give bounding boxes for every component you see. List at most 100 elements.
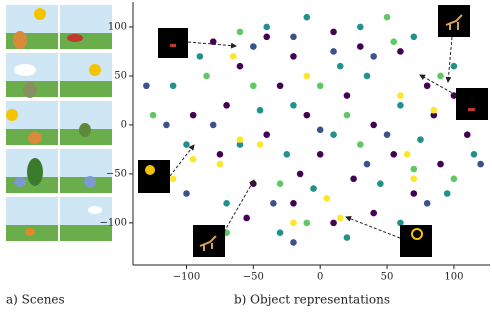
point — [357, 23, 364, 31]
point — [236, 141, 244, 148]
point — [450, 92, 458, 99]
point — [390, 151, 398, 158]
x-tick-label: 0 — [317, 272, 323, 283]
point — [290, 33, 297, 41]
point — [250, 43, 257, 50]
point — [250, 82, 257, 90]
point — [290, 219, 297, 227]
x-tick-label: −50 — [243, 272, 264, 283]
point — [383, 13, 391, 21]
x-tick-label: 100 — [444, 272, 463, 283]
y-tick-label: 0 — [121, 119, 127, 130]
point — [423, 82, 431, 90]
point — [276, 82, 284, 90]
point — [443, 190, 451, 197]
caption-a: a) Scenes — [6, 293, 65, 307]
point — [437, 72, 444, 80]
point — [183, 141, 190, 148]
inset-images — [138, 5, 488, 257]
point — [216, 160, 224, 168]
point — [189, 155, 197, 163]
point — [336, 62, 344, 70]
point — [236, 28, 244, 36]
point — [410, 175, 418, 183]
point — [263, 23, 271, 31]
y-tick-label: −50 — [106, 168, 127, 179]
point — [330, 28, 337, 36]
point — [417, 136, 424, 143]
point — [343, 92, 351, 99]
point — [263, 131, 271, 139]
point — [209, 121, 217, 129]
point — [463, 131, 471, 139]
point — [303, 72, 311, 80]
point — [276, 229, 284, 236]
point — [303, 13, 311, 21]
point — [403, 151, 411, 158]
point — [383, 131, 391, 139]
point — [263, 33, 271, 41]
point — [290, 239, 297, 246]
point — [236, 62, 244, 70]
x-tick-label: 50 — [381, 272, 394, 283]
point — [370, 53, 377, 60]
point — [423, 199, 431, 207]
point — [397, 92, 404, 99]
point — [163, 121, 170, 129]
point — [377, 180, 384, 188]
point — [323, 195, 331, 202]
point — [276, 180, 284, 188]
point — [243, 214, 250, 222]
point — [229, 53, 237, 60]
point — [303, 111, 311, 119]
point — [283, 151, 291, 158]
point — [370, 121, 377, 129]
point — [296, 170, 304, 178]
point — [336, 214, 344, 222]
point — [390, 38, 398, 45]
point — [223, 102, 230, 109]
point — [410, 190, 418, 197]
point — [290, 102, 297, 109]
point — [357, 141, 364, 148]
point — [357, 43, 364, 50]
point — [316, 82, 324, 90]
point — [196, 53, 204, 60]
point — [430, 111, 438, 119]
point — [397, 219, 404, 227]
point — [316, 151, 324, 158]
point — [397, 48, 404, 55]
point — [470, 151, 478, 158]
point — [216, 151, 224, 158]
x-tick-label: −100 — [173, 272, 200, 283]
scatter-plot: −100 −50 0 50 100 −100 −50 0 50 100 — [100, 2, 490, 283]
point — [397, 102, 404, 109]
point — [270, 199, 277, 207]
point — [343, 111, 351, 119]
point — [410, 165, 418, 173]
point — [430, 106, 438, 114]
point — [149, 111, 157, 119]
point — [363, 160, 371, 168]
point — [223, 199, 230, 207]
point — [330, 219, 337, 227]
point — [330, 131, 337, 139]
point — [290, 199, 297, 207]
point — [477, 160, 484, 168]
point — [256, 106, 264, 114]
scene-thumbnails — [6, 5, 112, 241]
point — [450, 62, 458, 70]
point — [343, 234, 351, 241]
point — [370, 209, 377, 217]
point — [189, 111, 197, 119]
point — [209, 38, 217, 45]
point — [303, 219, 311, 227]
point — [256, 141, 264, 148]
point — [236, 136, 244, 143]
point — [330, 48, 337, 55]
point — [250, 180, 257, 188]
point — [310, 185, 317, 192]
caption-b: b) Object representations — [234, 293, 390, 307]
y-tick-label: −100 — [100, 217, 127, 228]
